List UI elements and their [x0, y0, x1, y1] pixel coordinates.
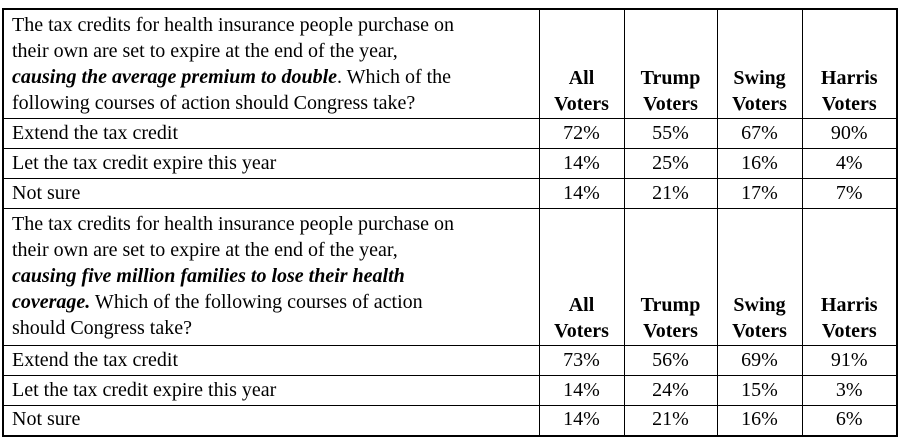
- section1-question-post: . Which of the following courses of acti…: [12, 66, 452, 114]
- section1-header-trump-voters: Trump Voters: [623, 8, 718, 119]
- value-trump-voters: 21%: [623, 178, 718, 209]
- section1-header-row: The tax credits for health insurance peo…: [2, 8, 898, 119]
- table-row: Not sure 14% 21% 16% 6%: [2, 405, 898, 436]
- section1-header-all-voters: All Voters: [538, 8, 625, 119]
- answer-label: Extend the tax credit: [2, 118, 540, 149]
- section2-question-pre: The tax credits for health insurance peo…: [12, 213, 455, 261]
- table-row: Not sure 14% 21% 17% 7%: [2, 178, 898, 209]
- poll-results-table: The tax credits for health insurance peo…: [2, 8, 898, 437]
- value-trump-voters: 25%: [623, 148, 718, 179]
- value-all-voters: 73%: [538, 345, 625, 376]
- value-harris-voters: 4%: [801, 148, 898, 179]
- value-all-voters: 14%: [538, 148, 625, 179]
- section1-question-pre: The tax credits for health insurance peo…: [12, 14, 455, 62]
- value-all-voters: 14%: [538, 178, 625, 209]
- value-harris-voters: 90%: [801, 118, 898, 149]
- value-harris-voters: 3%: [801, 375, 898, 406]
- value-swing-voters: 16%: [716, 148, 803, 179]
- value-swing-voters: 67%: [716, 118, 803, 149]
- value-trump-voters: 21%: [623, 405, 718, 436]
- section1-header-swing-voters: Swing Voters: [716, 8, 803, 119]
- value-trump-voters: 56%: [623, 345, 718, 376]
- value-all-voters: 14%: [538, 405, 625, 436]
- table-row: Extend the tax credit 72% 55% 67% 90%: [2, 118, 898, 149]
- value-all-voters: 72%: [538, 118, 625, 149]
- value-trump-voters: 55%: [623, 118, 718, 149]
- value-harris-voters: 91%: [801, 345, 898, 376]
- section2-header-row: The tax credits for health insurance peo…: [2, 208, 898, 346]
- section1-header-harris-voters: Harris Voters: [801, 8, 898, 119]
- value-swing-voters: 16%: [716, 405, 803, 436]
- table-row: Let the tax credit expire this year 14% …: [2, 148, 898, 179]
- value-trump-voters: 24%: [623, 375, 718, 406]
- table-row: Let the tax credit expire this year 14% …: [2, 375, 898, 406]
- answer-label: Not sure: [2, 405, 540, 436]
- value-harris-voters: 7%: [801, 178, 898, 209]
- section1-question-cell: The tax credits for health insurance peo…: [2, 8, 540, 119]
- section2-header-harris-voters: Harris Voters: [801, 208, 898, 346]
- value-swing-voters: 15%: [716, 375, 803, 406]
- section1-question-emphasis: causing the average premium to double: [12, 66, 337, 88]
- section2-header-swing-voters: Swing Voters: [716, 208, 803, 346]
- answer-label: Let the tax credit expire this year: [2, 148, 540, 179]
- answer-label: Let the tax credit expire this year: [2, 375, 540, 406]
- section2-header-all-voters: All Voters: [538, 208, 625, 346]
- value-swing-voters: 17%: [716, 178, 803, 209]
- section2-question-cell: The tax credits for health insurance peo…: [2, 208, 540, 346]
- answer-label: Extend the tax credit: [2, 345, 540, 376]
- value-harris-voters: 6%: [801, 405, 898, 436]
- value-all-voters: 14%: [538, 375, 625, 406]
- value-swing-voters: 69%: [716, 345, 803, 376]
- table-row: Extend the tax credit 73% 56% 69% 91%: [2, 345, 898, 376]
- section2-question-post: Which of the following courses of action…: [12, 291, 423, 339]
- section2-header-trump-voters: Trump Voters: [623, 208, 718, 346]
- answer-label: Not sure: [2, 178, 540, 209]
- section2-question-emphasis: causing five million families to lose th…: [12, 265, 405, 313]
